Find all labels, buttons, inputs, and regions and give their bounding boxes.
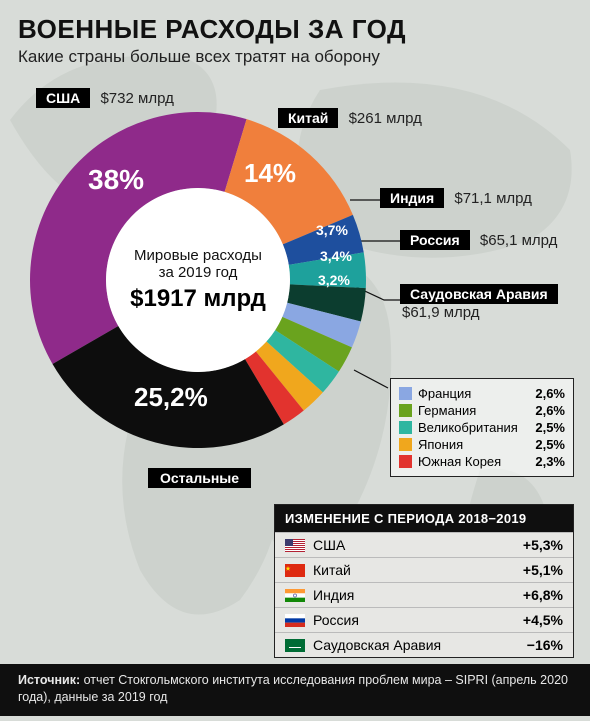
change-row: США +5,3% <box>275 532 573 557</box>
legend-name: Япония <box>418 437 463 452</box>
change-country: Индия <box>313 587 354 603</box>
chip-usa: США <box>36 88 90 108</box>
pct-usa: 38% <box>88 164 144 196</box>
pct-saudi: 3,2% <box>318 272 350 288</box>
donut-center-line1: Мировые расходы <box>108 247 288 264</box>
legend-swatch <box>399 438 412 451</box>
flag-icon <box>285 639 305 652</box>
donut-center: Мировые расходы за 2019 год $1917 млрд <box>108 247 288 313</box>
legend-pct: 2,5% <box>535 437 565 452</box>
callout-others: Остальные <box>148 468 251 488</box>
legend-name: Южная Корея <box>418 454 501 469</box>
chip-india: Индия <box>380 188 444 208</box>
change-row: Китай +5,1% <box>275 557 573 582</box>
page-title: ВОЕННЫЕ РАСХОДЫ ЗА ГОД <box>18 14 572 45</box>
pct-others: 25,2% <box>134 382 208 413</box>
change-delta: +4,5% <box>523 612 563 628</box>
value-india: $71,1 млрд <box>454 190 532 207</box>
legend-name: Франция <box>418 386 471 401</box>
chip-saudi: Саудовская Аравия <box>400 284 558 304</box>
value-usa: $732 млрд <box>100 90 173 107</box>
change-delta: −16% <box>527 637 563 653</box>
change-country: Саудовская Аравия <box>313 637 441 653</box>
donut-center-value: $1917 млрд <box>108 285 288 313</box>
change-table-header: ИЗМЕНЕНИЕ С ПЕРИОДА 2018−2019 <box>275 505 573 532</box>
change-row: Саудовская Аравия −16% <box>275 632 573 657</box>
callout-saudi: Саудовская Аравия $61,9 млрд <box>400 284 564 321</box>
pct-china: 14% <box>244 158 296 189</box>
change-country: США <box>313 537 345 553</box>
legend-row: Франция 2,6% <box>399 385 565 402</box>
donut-center-line2: за 2019 год <box>108 264 288 281</box>
change-country: Китай <box>313 562 351 578</box>
pct-india: 3,7% <box>316 222 348 238</box>
legend-row: Япония 2,5% <box>399 436 565 453</box>
footer-text: отчет Стокгольмского института исследова… <box>18 673 568 704</box>
legend-row: Великобритания 2,5% <box>399 419 565 436</box>
change-delta: +5,1% <box>523 562 563 578</box>
legend-small: Франция 2,6% Германия 2,6% Великобритания 2,5… <box>390 378 574 477</box>
callout-india: Индия $71,1 млрд <box>380 188 532 208</box>
legend-name: Германия <box>418 403 476 418</box>
legend-pct: 2,6% <box>535 403 565 418</box>
legend-pct: 2,6% <box>535 386 565 401</box>
change-country: Россия <box>313 612 359 628</box>
change-row: Индия +6,8% <box>275 582 573 607</box>
legend-swatch <box>399 404 412 417</box>
footer-label: Источник: <box>18 673 80 687</box>
chip-russia: Россия <box>400 230 470 250</box>
flag-icon <box>285 589 305 602</box>
change-delta: +6,8% <box>523 587 563 603</box>
legend-pct: 2,5% <box>535 420 565 435</box>
callout-usa: США $732 млрд <box>36 88 174 108</box>
legend-name: Великобритания <box>418 420 518 435</box>
change-row: Россия +4,5% <box>275 607 573 632</box>
value-saudi: $61,9 млрд <box>402 304 480 321</box>
legend-pct: 2,3% <box>535 454 565 469</box>
flag-icon <box>285 539 305 552</box>
legend-swatch <box>399 421 412 434</box>
value-russia: $65,1 млрд <box>480 232 558 249</box>
footer: Источник: отчет Стокгольмского института… <box>0 664 590 716</box>
legend-swatch <box>399 387 412 400</box>
legend-swatch <box>399 455 412 468</box>
pct-russia: 3,4% <box>320 248 352 264</box>
legend-row: Южная Корея 2,3% <box>399 453 565 470</box>
callout-russia: Россия $65,1 млрд <box>400 230 557 250</box>
flag-icon <box>285 614 305 627</box>
donut-chart: Мировые расходы за 2019 год $1917 млрд 3… <box>28 110 368 450</box>
page-subtitle: Какие страны больше всех тратят на оборо… <box>18 47 572 67</box>
change-delta: +5,3% <box>523 537 563 553</box>
legend-row: Германия 2,6% <box>399 402 565 419</box>
flag-icon <box>285 564 305 577</box>
chip-others: Остальные <box>148 468 251 488</box>
change-table: ИЗМЕНЕНИЕ С ПЕРИОДА 2018−2019 США +5,3% Ки… <box>274 504 574 658</box>
